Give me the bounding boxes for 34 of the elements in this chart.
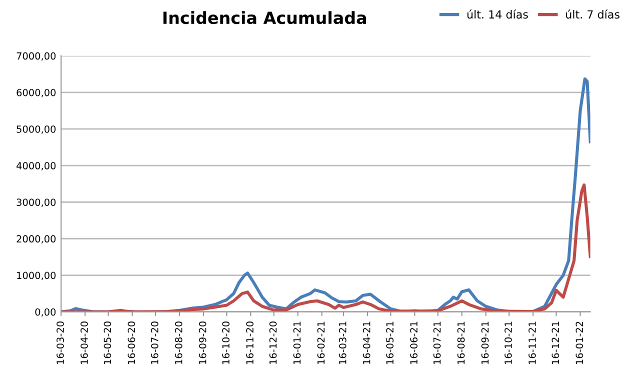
- x-tick-label: 16-05-21: [386, 322, 394, 364]
- x-tick-label: 16-02-21: [317, 322, 325, 364]
- legend-label: últ. 14 días: [467, 10, 528, 19]
- y-tick-label: 7000,00: [16, 52, 56, 61]
- chart-title: Incidencia Acumulada: [163, 11, 366, 24]
- y-tick-label: 0,00: [35, 308, 56, 317]
- y-tick-label: 2000,00: [16, 235, 56, 244]
- x-tick-label: 16-03-21: [338, 322, 346, 364]
- x-tick-label: 16-04-21: [362, 322, 370, 364]
- x-tick-label: 16-01-21: [293, 322, 301, 364]
- x-tick-label: 16-12-21: [552, 322, 560, 364]
- legend-label: últ. 7 días: [566, 10, 620, 19]
- y-tick-label: 3000,00: [16, 198, 56, 207]
- x-tick-label: 16-09-20: [198, 322, 206, 364]
- x-tick-label: 16-12-20: [269, 322, 277, 364]
- y-tick-label: 4000,00: [16, 162, 56, 170]
- y-tick-label: 5000,00: [16, 125, 56, 134]
- x-tick-label: 16-11-20: [246, 322, 254, 364]
- x-tick-label: 16-06-21: [410, 322, 418, 364]
- x-tick-label: 16-11-21: [528, 322, 536, 364]
- x-tick-label: 16-01-22: [576, 322, 584, 364]
- x-tick-label: 16-04-20: [80, 322, 88, 364]
- x-tick-label: 16-10-20: [222, 322, 230, 364]
- x-tick-label: 16-08-20: [174, 322, 182, 364]
- x-tick-label: 16-07-20: [150, 322, 158, 364]
- y-tick-label: 1000,00: [17, 272, 56, 280]
- x-tick-label: 16-07-21: [433, 322, 441, 364]
- x-tick-label: 16-08-21: [457, 322, 465, 364]
- y-tick-label: 6000,00: [16, 88, 56, 98]
- x-tick-label: 16-06-20: [128, 322, 136, 364]
- x-tick-label: 16-09-21: [481, 322, 489, 364]
- x-tick-label: 16-03-20: [56, 322, 64, 364]
- x-tick-label: 16-10-21: [504, 322, 512, 364]
- x-tick-label: 16-05-20: [104, 322, 112, 364]
